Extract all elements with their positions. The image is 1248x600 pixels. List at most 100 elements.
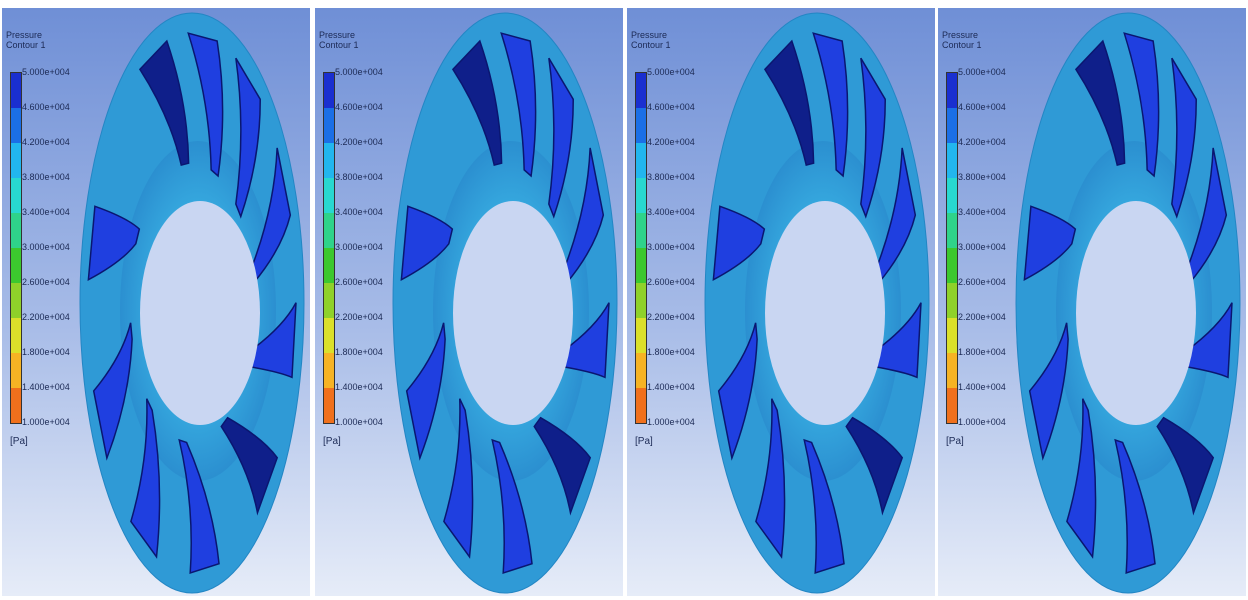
color-band <box>324 73 334 108</box>
legend-unit: [Pa] <box>635 436 653 447</box>
legend-tick-label: 1.400e+004 <box>647 382 695 392</box>
hub-hole <box>1076 201 1196 425</box>
color-band <box>636 213 646 248</box>
legend-title: Pressure <box>319 30 356 40</box>
impeller-blade <box>755 398 786 559</box>
legend-tick-label: 4.600e+004 <box>647 102 695 112</box>
impeller-blade <box>251 147 292 286</box>
color-band <box>11 318 21 353</box>
impeller-blade <box>860 57 886 219</box>
legend-tick-label: 4.200e+004 <box>335 137 383 147</box>
impeller-blade <box>845 416 904 516</box>
impeller-blade <box>812 32 849 178</box>
legend-tick-label: 3.800e+004 <box>958 172 1006 182</box>
color-band <box>11 283 21 318</box>
impeller-blade <box>130 398 161 559</box>
contour-panel-3: Pressure Contour 1 5.000e+004 4.600e+004 4… <box>627 8 935 596</box>
impeller-render <box>1015 12 1241 594</box>
legend-unit: [Pa] <box>946 436 964 447</box>
impeller-blade <box>235 57 261 219</box>
legend: Pressure Contour 1 5.000e+004 4.600e+004 4… <box>319 30 409 447</box>
legend-tick-label: 1.400e+004 <box>958 382 1006 392</box>
legend-tick-label: 4.200e+004 <box>647 137 695 147</box>
legend-tick-label: 4.200e+004 <box>22 137 70 147</box>
color-band <box>947 108 957 143</box>
color-band <box>636 143 646 178</box>
legend-tick-label: 5.000e+004 <box>958 67 1006 77</box>
color-band <box>947 73 957 108</box>
impeller-blade <box>1074 39 1126 167</box>
color-band <box>947 283 957 318</box>
color-band <box>324 353 334 388</box>
color-band <box>11 178 21 213</box>
impeller-blade <box>559 302 610 379</box>
color-bar <box>10 72 22 424</box>
impeller-blade <box>87 205 141 282</box>
impeller-blade <box>1028 322 1069 461</box>
impeller-blade <box>763 39 815 167</box>
legend-tick-label: 3.400e+004 <box>22 207 70 217</box>
color-band <box>636 353 646 388</box>
legend-tick-label: 3.000e+004 <box>647 242 695 252</box>
legend-tick-label: 3.800e+004 <box>22 172 70 182</box>
legend-tick-label: 2.600e+004 <box>22 277 70 287</box>
legend-tick-label: 3.000e+004 <box>958 242 1006 252</box>
contour-panel-4: Pressure Contour 1 5.000e+004 4.600e+004 4… <box>938 8 1246 596</box>
contour-panel-1: Pressure Contour 1 5.000e+004 4.600e+004 4… <box>2 8 310 596</box>
hub-hole <box>765 201 885 425</box>
color-band <box>324 178 334 213</box>
contour-panel-2: Pressure Contour 1 5.000e+004 4.600e+004 4… <box>315 8 623 596</box>
impeller-blade <box>712 205 766 282</box>
color-band <box>11 143 21 178</box>
color-band <box>947 178 957 213</box>
impeller-blade <box>871 302 922 379</box>
impeller-blade <box>400 205 454 282</box>
legend-tick-label: 1.000e+004 <box>647 417 695 427</box>
impeller-render <box>392 12 618 594</box>
legend-tick-label: 2.600e+004 <box>647 277 695 287</box>
legend-tick-label: 1.000e+004 <box>958 417 1006 427</box>
color-band <box>947 353 957 388</box>
impeller-blade <box>1066 398 1097 559</box>
legend-tick-label: 1.400e+004 <box>22 382 70 392</box>
legend-tick-label: 1.800e+004 <box>647 347 695 357</box>
hub-hole <box>453 201 573 425</box>
impeller-blade <box>220 416 279 516</box>
legend-tick-label: 1.000e+004 <box>22 417 70 427</box>
legend-subtitle: Contour 1 <box>942 40 982 50</box>
impeller-blade <box>876 147 917 286</box>
legend-tick-label: 4.600e+004 <box>335 102 383 112</box>
color-band <box>947 248 957 283</box>
impeller-blade <box>1182 302 1233 379</box>
legend-tick-label: 1.800e+004 <box>335 347 383 357</box>
color-band <box>636 318 646 353</box>
impeller-blade <box>717 322 758 461</box>
impeller-blade <box>1023 205 1077 282</box>
impeller-blade <box>451 39 503 167</box>
color-band <box>11 108 21 143</box>
impeller-blade <box>246 302 297 379</box>
color-bar <box>635 72 647 424</box>
legend: Pressure Contour 1 5.000e+004 4.600e+004 4… <box>6 30 96 447</box>
legend-unit: [Pa] <box>10 436 28 447</box>
legend-title: Pressure <box>631 30 668 40</box>
color-band <box>324 213 334 248</box>
impeller-blade <box>533 416 592 516</box>
color-band <box>11 388 21 423</box>
legend-subtitle: Contour 1 <box>6 40 46 50</box>
impeller-blade <box>1114 438 1156 575</box>
color-band <box>636 108 646 143</box>
color-band <box>11 248 21 283</box>
legend-tick-label: 3.000e+004 <box>22 242 70 252</box>
color-band <box>324 248 334 283</box>
impeller-blade <box>564 147 605 286</box>
impeller-blade <box>803 438 845 575</box>
legend: Pressure Contour 1 5.000e+004 4.600e+004 4… <box>942 30 1032 447</box>
hub-hole <box>140 201 260 425</box>
legend-tick-label: 3.400e+004 <box>958 207 1006 217</box>
color-band <box>636 73 646 108</box>
color-band <box>11 353 21 388</box>
impeller-blade <box>443 398 474 559</box>
legend-title: Pressure <box>942 30 979 40</box>
legend-tick-label: 1.000e+004 <box>335 417 383 427</box>
